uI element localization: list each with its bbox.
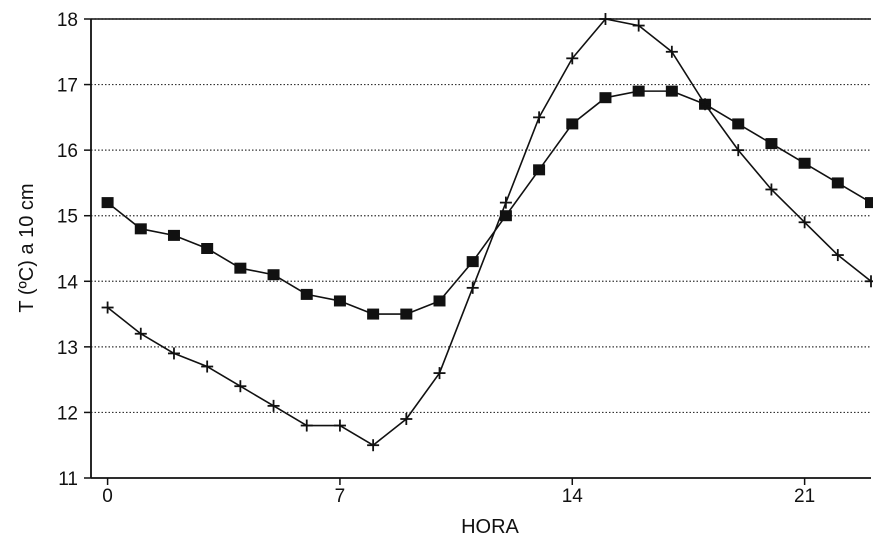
plus-marker [865,275,873,288]
square-marker [831,177,844,189]
square-marker [333,295,346,307]
square-marker [300,288,313,300]
y-tick-label: 16 [57,141,78,162]
plus-marker [134,327,147,340]
square-marker [865,197,873,209]
x-tick-label: 14 [562,486,584,507]
plus-marker [499,196,512,209]
plus-marker [665,45,678,58]
y-tick-label: 13 [57,338,78,359]
plus-marker [433,367,446,380]
square-marker [433,295,446,307]
y-tick-label: 18 [57,10,78,31]
x-tick-label: 21 [794,486,815,507]
y-tick-label: 11 [58,469,78,490]
plus-marker [201,360,214,373]
square-marker [566,118,579,130]
y-tick-label: 15 [57,207,78,228]
tick-labels: 11 12 13 14 15 16 17 18 0 7 14 21 [57,10,815,507]
axes [84,18,871,485]
square-marker [765,138,778,150]
x-tick-label: 0 [102,486,113,507]
x-axis-label: HORA [461,516,519,538]
square-marker [134,223,147,235]
square-marker [101,197,114,209]
square-marker [400,308,413,320]
square-series-line [107,90,872,315]
plus-marker [798,216,811,229]
square-marker [201,243,214,254]
square-marker [499,210,512,222]
y-tick-label: 17 [57,76,78,97]
y-axis-label: T (ºC) a 10 cm [16,183,38,312]
data-series [101,13,873,452]
square-marker [798,157,811,169]
square-marker [533,164,546,176]
plus-marker [333,419,346,432]
plus-marker [400,412,413,425]
plus-marker [699,98,712,111]
plus-marker [101,301,114,314]
plus-marker [234,380,247,393]
plus-marker [732,144,745,157]
square-marker [466,256,479,268]
square-marker [732,118,745,130]
x-tick-label: 7 [335,486,346,507]
plus-marker [167,347,180,360]
square-marker [599,92,612,104]
plus-marker [533,111,546,124]
plus-marker [300,419,313,432]
square-marker [367,308,380,320]
plus-marker [765,183,778,196]
plus-marker [599,13,612,25]
square-marker [234,262,247,274]
plus-marker [566,52,579,65]
y-tick-label: 14 [57,272,79,293]
plus-series-line [107,18,872,447]
plus-marker [831,249,844,262]
plus-marker [267,399,280,412]
plus-marker [632,19,645,32]
square-marker [632,85,645,97]
y-tick-label: 12 [57,403,78,424]
plus-marker [466,281,479,294]
square-marker [665,85,678,97]
grid-lines [91,18,871,414]
square-marker [167,229,180,241]
square-marker [267,269,280,281]
plus-marker [367,439,380,452]
